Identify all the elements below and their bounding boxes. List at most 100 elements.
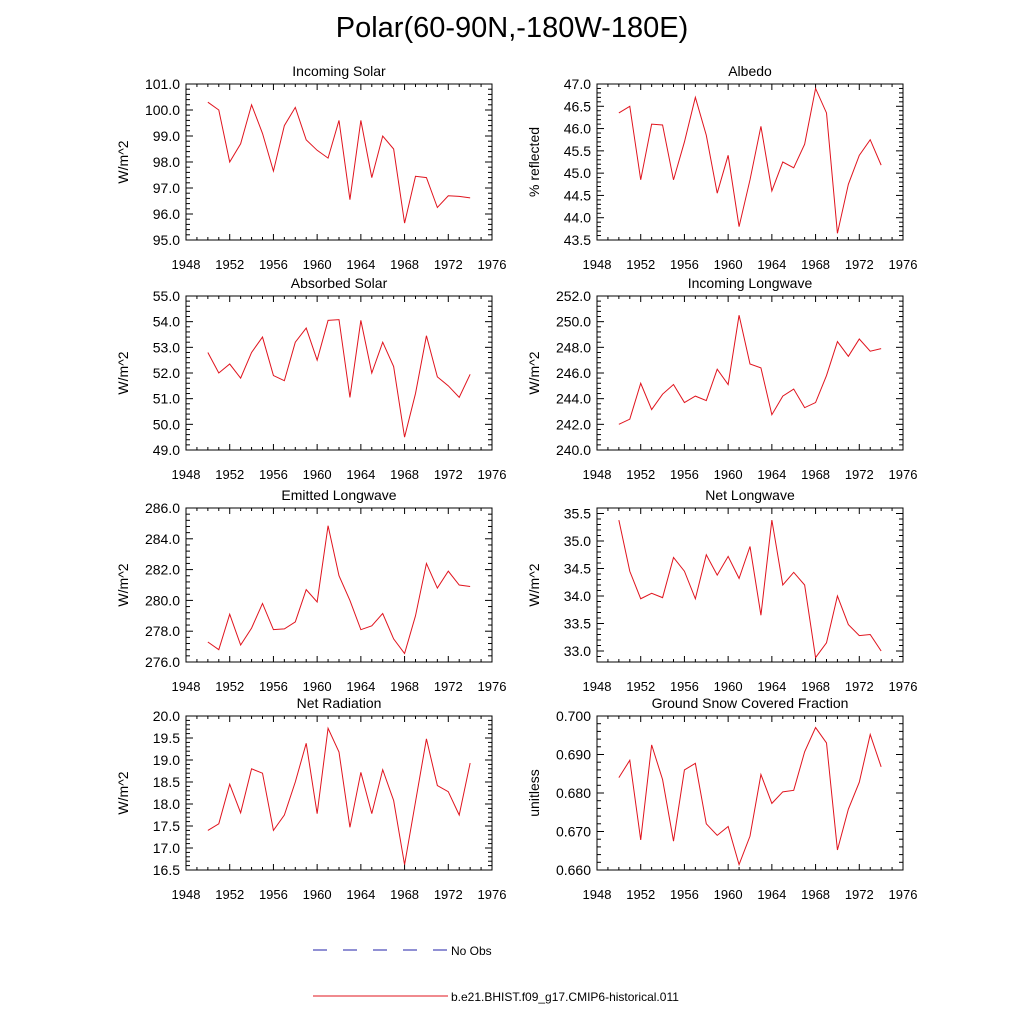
x-tick-label: 1964: [346, 467, 375, 482]
x-tick-label: 1968: [801, 467, 830, 482]
y-tick-label: 246.0: [556, 365, 591, 381]
x-tick-label: 1952: [626, 679, 655, 694]
y-tick-label: 95.0: [153, 232, 180, 248]
panel-6: Net Longwave W/m^2 1948 1952 1956 1960 1964 196…: [526, 487, 917, 694]
x-tick-label: 1956: [259, 887, 288, 902]
x-tick-label: 1968: [390, 887, 419, 902]
series-line: [207, 101, 471, 224]
series-line: [207, 726, 471, 865]
x-tick-label: 1972: [845, 887, 874, 902]
x-tick-label: 1976: [478, 887, 507, 902]
y-tick-label: 17.0: [153, 840, 180, 856]
y-tick-label: 18.0: [153, 796, 180, 812]
x-tick-label: 1948: [583, 679, 612, 694]
x-tick-label: 1964: [346, 257, 375, 272]
y-tick-label: 52.0: [153, 365, 180, 381]
panel-1: Incoming Solar W/m^2 1948 1952 1956 1960 1964 1…: [115, 63, 506, 272]
x-tick-label: 1972: [845, 467, 874, 482]
x-tick-label: 1976: [889, 467, 918, 482]
x-tick-label: 1976: [889, 679, 918, 694]
plot-frame: [185, 83, 493, 241]
x-tick-label: 1952: [215, 887, 244, 902]
panel-title: Emitted Longwave: [281, 487, 396, 503]
x-tick-label: 1964: [757, 679, 786, 694]
panel-4: Incoming Longwave W/m^2 1948 1952 1956 1960 19…: [526, 275, 917, 482]
panel-title: Absorbed Solar: [291, 275, 388, 291]
y-tick-label: 34.5: [564, 561, 591, 577]
y-tick-label: 53.0: [153, 339, 180, 355]
x-tick-label: 1968: [390, 467, 419, 482]
x-tick-label: 1956: [670, 887, 699, 902]
x-tick-label: 1956: [259, 257, 288, 272]
y-tick-label: 280.0: [145, 592, 180, 608]
x-tick-label: 1976: [889, 887, 918, 902]
x-tick-label: 1972: [434, 887, 463, 902]
x-tick-label: 1956: [259, 467, 288, 482]
y-tick-label: 276.0: [145, 654, 180, 670]
page-title: Polar(60-90N,-180W-180E): [335, 12, 689, 44]
x-tick-label: 1964: [757, 257, 786, 272]
y-tick-label: 248.0: [556, 339, 591, 355]
x-tick-label: 1960: [303, 257, 332, 272]
x-tick-label: 1948: [172, 679, 201, 694]
x-tick-label: 1960: [714, 257, 743, 272]
y-tick-label: 19.0: [153, 752, 180, 768]
y-tick-label: 98.0: [153, 154, 180, 170]
series-line: [618, 726, 882, 867]
plot-frame: [185, 715, 493, 871]
panel-title: Incoming Longwave: [688, 275, 813, 291]
y-axis-label: W/m^2: [526, 563, 542, 606]
x-tick-label: 1968: [390, 257, 419, 272]
x-tick-label: 1972: [434, 257, 463, 272]
y-tick-label: 16.5: [153, 862, 180, 878]
x-tick-label: 1964: [346, 887, 375, 902]
x-tick-label: 1968: [801, 679, 830, 694]
y-tick-label: 51.0: [153, 391, 180, 407]
x-tick-label: 1948: [583, 257, 612, 272]
x-tick-label: 1952: [215, 257, 244, 272]
panel-title: Net Radiation: [297, 695, 382, 711]
y-tick-label: 0.660: [556, 862, 591, 878]
series-line: [618, 315, 882, 425]
y-tick-label: 34.0: [564, 588, 591, 604]
y-tick-label: 0.670: [556, 824, 591, 840]
y-tick-label: 240.0: [556, 442, 591, 458]
x-tick-label: 1968: [390, 679, 419, 694]
series-line: [207, 525, 471, 655]
y-tick-label: 17.5: [153, 818, 180, 834]
series-line: [618, 86, 882, 234]
x-tick-label: 1948: [583, 887, 612, 902]
plot-frame: [596, 715, 904, 871]
y-tick-label: 45.0: [564, 165, 591, 181]
y-tick-label: 45.5: [564, 143, 591, 159]
y-tick-label: 250.0: [556, 314, 591, 330]
series-line: [207, 319, 471, 438]
x-tick-label: 1972: [845, 679, 874, 694]
y-tick-label: 286.0: [145, 500, 180, 516]
y-tick-label: 20.0: [153, 708, 180, 724]
y-tick-label: 18.5: [153, 774, 180, 790]
x-tick-label: 1960: [303, 679, 332, 694]
y-tick-label: 101.0: [145, 76, 180, 92]
y-tick-label: 35.5: [564, 506, 591, 522]
plot-frame: [596, 507, 904, 663]
y-axis-label: W/m^2: [526, 351, 542, 394]
y-tick-label: 44.5: [564, 187, 591, 203]
panel-7: Net Radiation W/m^2 1948 1952 1956 1960 1964 19…: [115, 695, 506, 902]
legend-label-model: b.e21.BHIST.f09_g17.CMIP6-historical.011: [451, 990, 679, 1004]
x-tick-label: 1968: [801, 887, 830, 902]
y-axis-label: unitless: [526, 769, 542, 816]
y-tick-label: 97.0: [153, 180, 180, 196]
panel-title: Incoming Solar: [292, 63, 386, 79]
x-tick-label: 1952: [626, 887, 655, 902]
x-tick-label: 1948: [583, 467, 612, 482]
y-axis-label: W/m^2: [115, 351, 131, 394]
panel-3: Absorbed Solar W/m^2 1948 1952 1956 1960 1964 1…: [115, 275, 506, 482]
y-tick-label: 50.0: [153, 416, 180, 432]
x-tick-label: 1976: [478, 679, 507, 694]
plot-frame: [185, 295, 493, 451]
x-tick-label: 1976: [478, 467, 507, 482]
y-tick-label: 0.680: [556, 785, 591, 801]
x-tick-label: 1952: [215, 679, 244, 694]
